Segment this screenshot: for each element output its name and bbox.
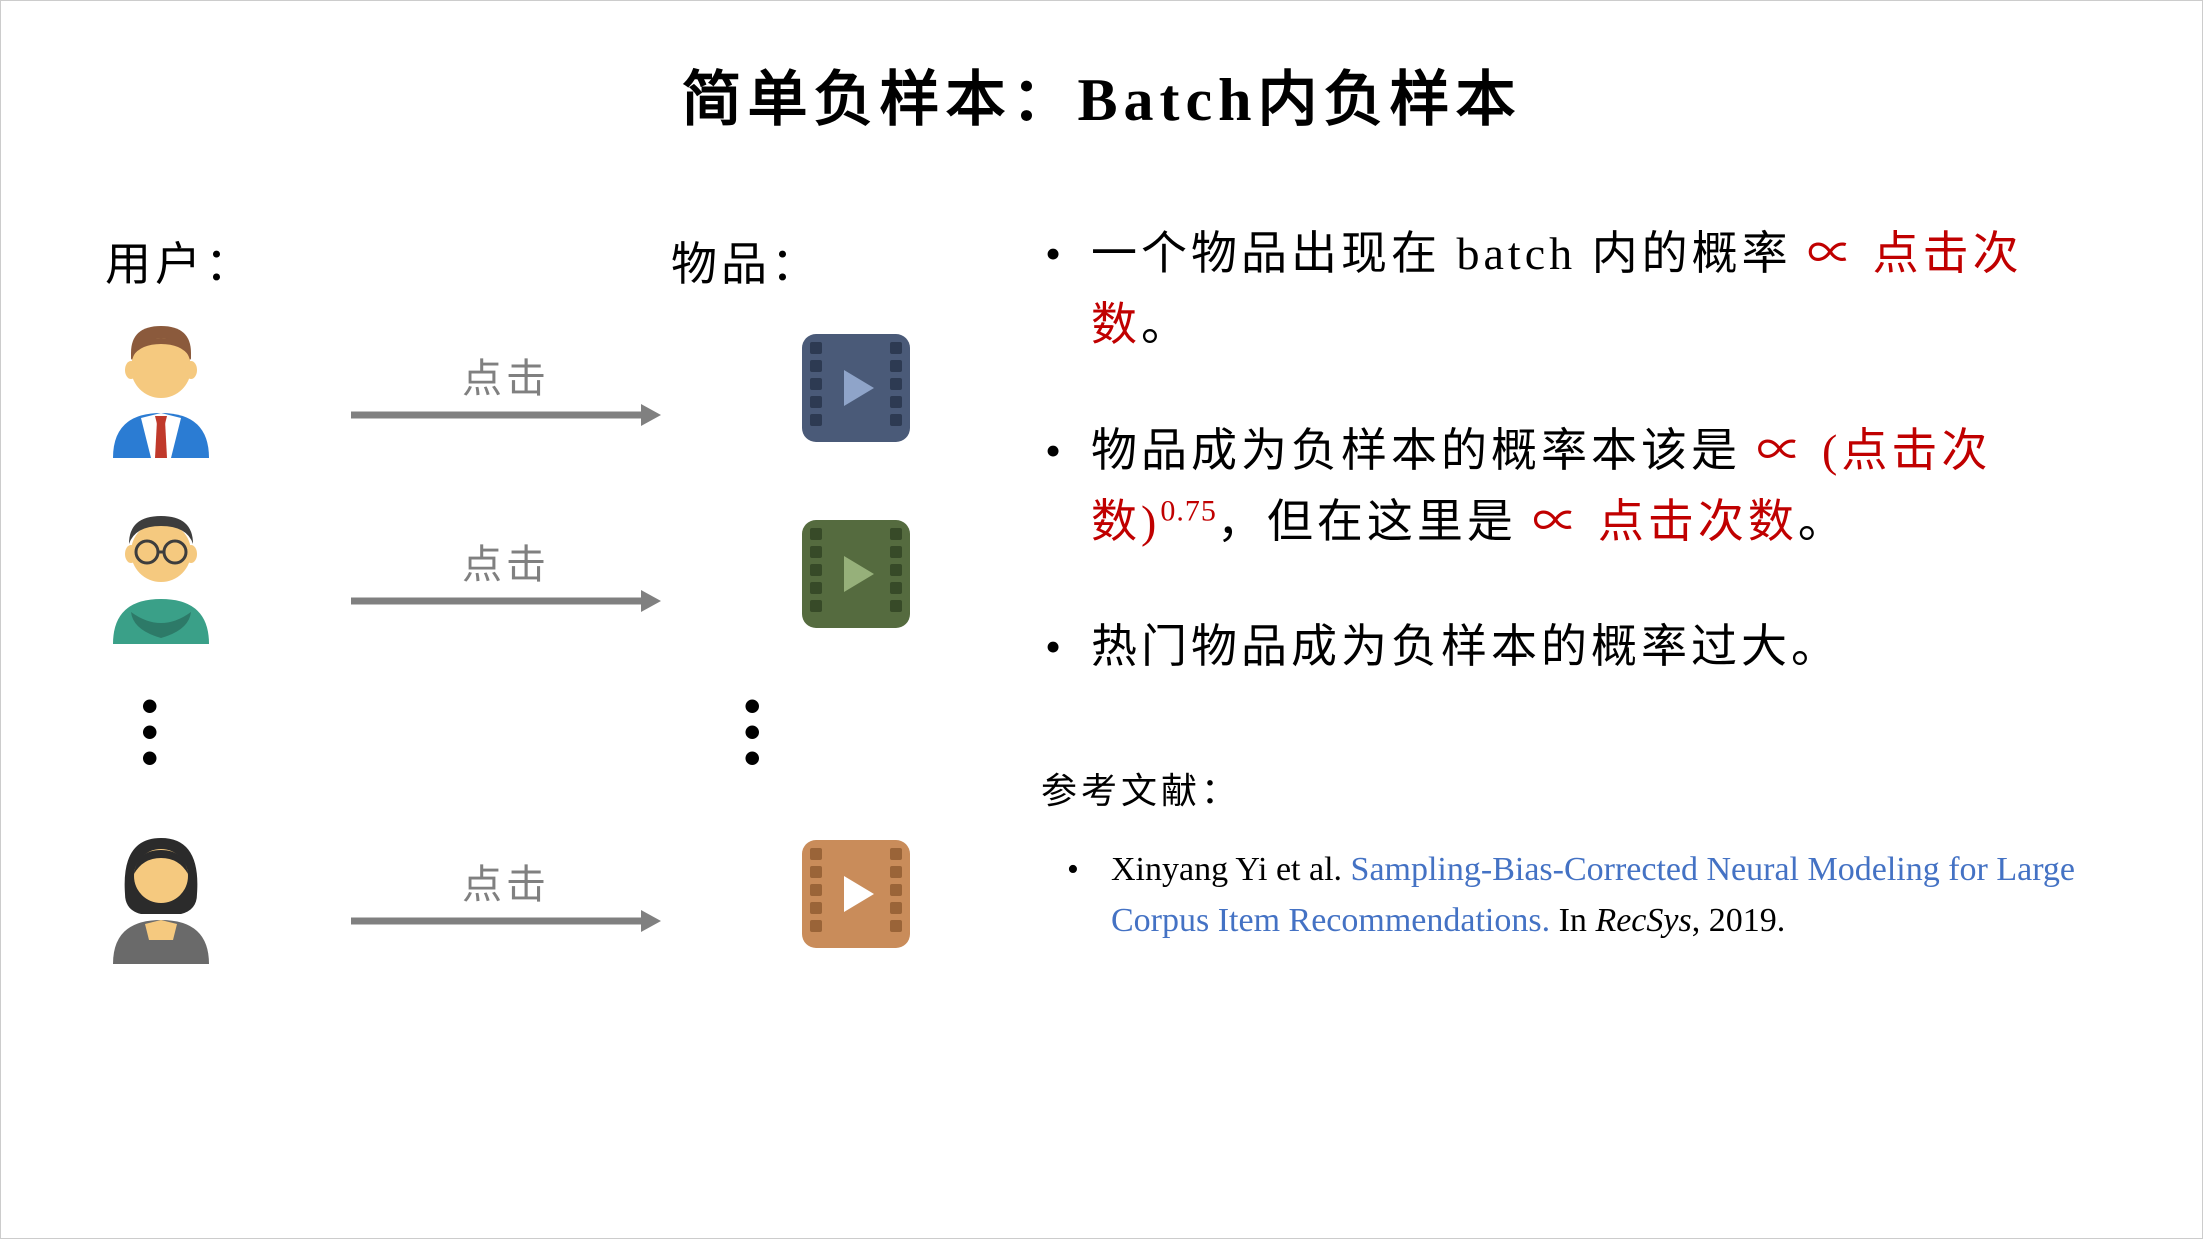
vdots-icon: ••• <box>743 690 761 774</box>
diagram-column: 用户： 物品： <box>61 198 921 1010</box>
diagram-row: 点击 <box>101 824 921 964</box>
arrow-label: 点击 <box>462 852 550 910</box>
user-icon <box>101 824 221 964</box>
arrow: 点击 <box>221 346 791 430</box>
bullet-text: 。 <box>1141 299 1191 350</box>
arrow-icon <box>351 400 661 430</box>
bullet-text: 物品成为负样本的概率本该是 <box>1091 425 1757 476</box>
diagram-row: 点击 <box>101 318 921 458</box>
ref-tail: In <box>1550 902 1595 939</box>
arrow-icon <box>351 906 661 936</box>
arrow: 点击 <box>221 532 791 616</box>
ellipsis-row: ••• ••• <box>101 690 921 774</box>
bullet-list: 一个物品出现在 batch 内的概率 ∝ 点击次数。 物品成为负样本的概率本该是… <box>1041 218 2102 682</box>
ref-author: Xinyang Yi et al. <box>1111 851 1351 888</box>
bullet-text: 一个物品出现在 batch 内的概率 <box>1091 228 1807 279</box>
video-icon <box>791 328 921 448</box>
user-icon <box>101 318 221 458</box>
user-icon <box>101 504 221 644</box>
bullet-item: 一个物品出现在 batch 内的概率 ∝ 点击次数。 <box>1041 218 2102 361</box>
arrow-label: 点击 <box>462 346 550 404</box>
ref-tail: , 2019. <box>1692 902 1786 939</box>
user-header: 用户： <box>105 228 255 294</box>
bullet-text: 热门物品成为负样本的概率过大。 <box>1091 621 1841 672</box>
bullet-item: 热门物品成为负样本的概率过大。 <box>1041 611 2102 682</box>
diagram-row: 点击 <box>101 504 921 644</box>
slide-title: 简单负样本：Batch内负样本 <box>61 51 2142 138</box>
diagram-headers: 用户： 物品： <box>101 228 921 294</box>
references-heading: 参考文献： <box>1041 762 2102 814</box>
arrow-label: 点击 <box>462 532 550 590</box>
bullet-item: 物品成为负样本的概率本该是 ∝ (点击次数)0.75，但在这里是 ∝ 点击次数。 <box>1041 415 2102 558</box>
item-header: 物品： <box>671 228 821 294</box>
video-icon <box>791 834 921 954</box>
references-list: Xinyang Yi et al. Sampling-Bias-Correcte… <box>1041 844 2102 946</box>
arrow: 点击 <box>221 852 791 936</box>
video-icon <box>791 514 921 634</box>
reference-item: Xinyang Yi et al. Sampling-Bias-Correcte… <box>1041 844 2102 946</box>
bullet-text: 。 <box>1798 496 1848 547</box>
text-column: 一个物品出现在 batch 内的概率 ∝ 点击次数。 物品成为负样本的概率本该是… <box>921 198 2142 1010</box>
content-area: 用户： 物品： <box>61 198 2142 1010</box>
bullet-red: ∝ 点击次数 <box>1532 496 1798 547</box>
bullet-exponent: 0.75 <box>1160 495 1217 528</box>
vdots-icon: ••• <box>141 690 159 774</box>
bullet-text: ，但在这里是 <box>1217 496 1533 547</box>
slide: 简单负样本：Batch内负样本 用户： 物品： <box>1 1 2202 1238</box>
arrow-icon <box>351 586 661 616</box>
ref-venue: RecSys <box>1595 902 1691 939</box>
